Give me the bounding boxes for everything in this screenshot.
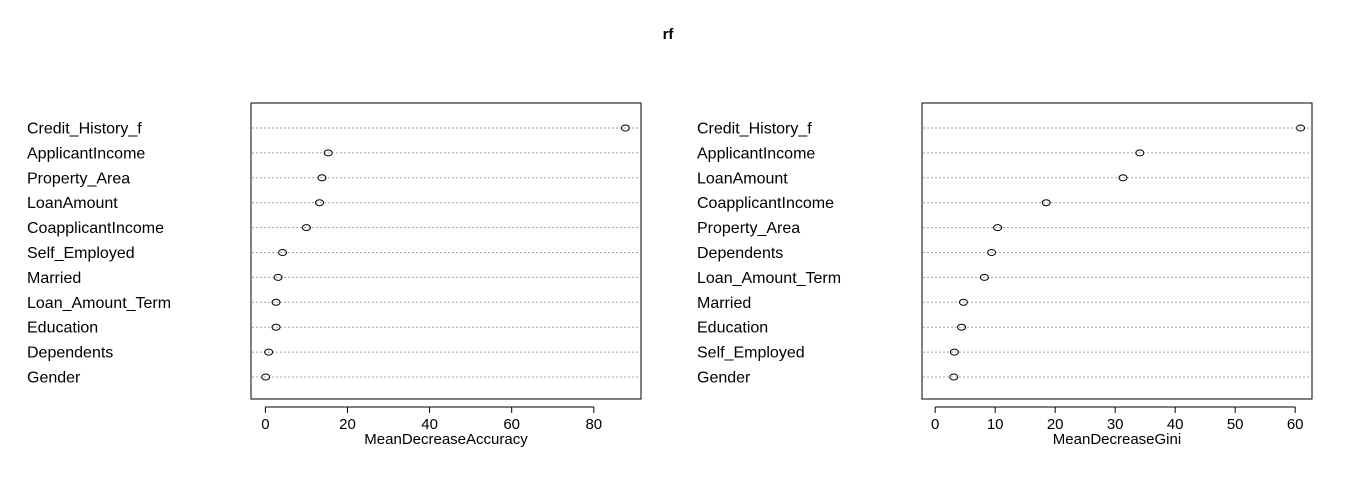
accuracy-data-point <box>315 199 325 207</box>
gini-category-label: Property_Area <box>697 220 800 237</box>
gini-category-label: CoapplicantIncome <box>697 195 834 212</box>
gini-x-tick-label: 40 <box>1167 416 1184 433</box>
accuracy-category-label: Self_Employed <box>27 245 135 262</box>
accuracy-data-point <box>278 249 288 256</box>
accuracy-data-point <box>301 224 311 232</box>
gini-x-tick-label: 20 <box>1047 416 1064 433</box>
gini-x-tick-label: 0 <box>931 416 939 433</box>
accuracy-category-label: Credit_History_f <box>27 121 142 138</box>
accuracy-category-label: LoanAmount <box>27 195 118 212</box>
gini-data-point <box>1041 199 1051 207</box>
gini-data-point <box>987 249 997 256</box>
gini-x-axis-title: MeanDecreaseGini <box>1053 431 1181 448</box>
gini-data-point <box>1135 149 1145 157</box>
gini-data-point <box>949 348 959 356</box>
gini-x-tick-label: 60 <box>1287 416 1304 433</box>
gini-data-point <box>957 323 967 331</box>
accuracy-category-label: Education <box>27 320 98 337</box>
accuracy-category-label: CoapplicantIncome <box>27 220 164 237</box>
gini-data-point <box>1296 124 1306 132</box>
accuracy-data-point <box>271 298 281 306</box>
chart-title: rf <box>663 26 675 43</box>
gini-data-point <box>949 373 959 381</box>
gini-category-label: Education <box>697 320 768 337</box>
gini-x-tick-label: 50 <box>1227 416 1244 433</box>
accuracy-data-point <box>271 323 281 331</box>
accuracy-x-tick-label: 0 <box>261 416 269 433</box>
accuracy-data-point <box>264 348 274 356</box>
gini-category-label: Married <box>697 295 751 312</box>
gini-category-label: Credit_History_f <box>697 121 812 138</box>
accuracy-data-point <box>317 174 327 182</box>
accuracy-category-label: Loan_Amount_Term <box>27 295 171 312</box>
gini-category-label: Gender <box>697 370 751 387</box>
gini-data-point <box>1118 174 1128 182</box>
gini-data-point <box>993 224 1003 232</box>
accuracy-category-label: Married <box>27 270 81 287</box>
gini-category-label: Loan_Amount_Term <box>697 270 841 287</box>
accuracy-category-label: ApplicantIncome <box>27 145 145 162</box>
accuracy-data-point <box>620 124 630 132</box>
accuracy-panel: Credit_History_f ApplicantIncome Property_… <box>27 102 642 448</box>
accuracy-plot-frame <box>250 102 642 400</box>
accuracy-category-label: Gender <box>27 370 81 387</box>
accuracy-category-label: Dependents <box>27 345 113 362</box>
accuracy-x-tick-label: 40 <box>421 416 438 433</box>
accuracy-x-tick-label: 60 <box>503 416 520 433</box>
accuracy-data-point <box>261 373 271 381</box>
gini-category-label: Self_Employed <box>697 345 805 362</box>
gini-data-point <box>979 273 989 281</box>
gini-plot-frame <box>921 102 1313 400</box>
gini-x-tick-label: 30 <box>1107 416 1124 433</box>
accuracy-data-point <box>273 273 283 281</box>
accuracy-category-label: Property_Area <box>27 170 130 187</box>
accuracy-data-point <box>323 149 333 157</box>
accuracy-x-tick-label: 20 <box>339 416 356 433</box>
gini-data-point <box>958 298 968 306</box>
gini-category-label: LoanAmount <box>697 170 788 187</box>
gini-x-tick-label: 10 <box>987 416 1004 433</box>
accuracy-x-axis-title: MeanDecreaseAccuracy <box>364 431 528 448</box>
gini-category-label: ApplicantIncome <box>697 145 815 162</box>
gini-panel: Credit_History_f ApplicantIncome LoanAmoun… <box>697 102 1313 448</box>
accuracy-x-tick-label: 80 <box>585 416 602 433</box>
gini-category-label: Dependents <box>697 245 783 262</box>
